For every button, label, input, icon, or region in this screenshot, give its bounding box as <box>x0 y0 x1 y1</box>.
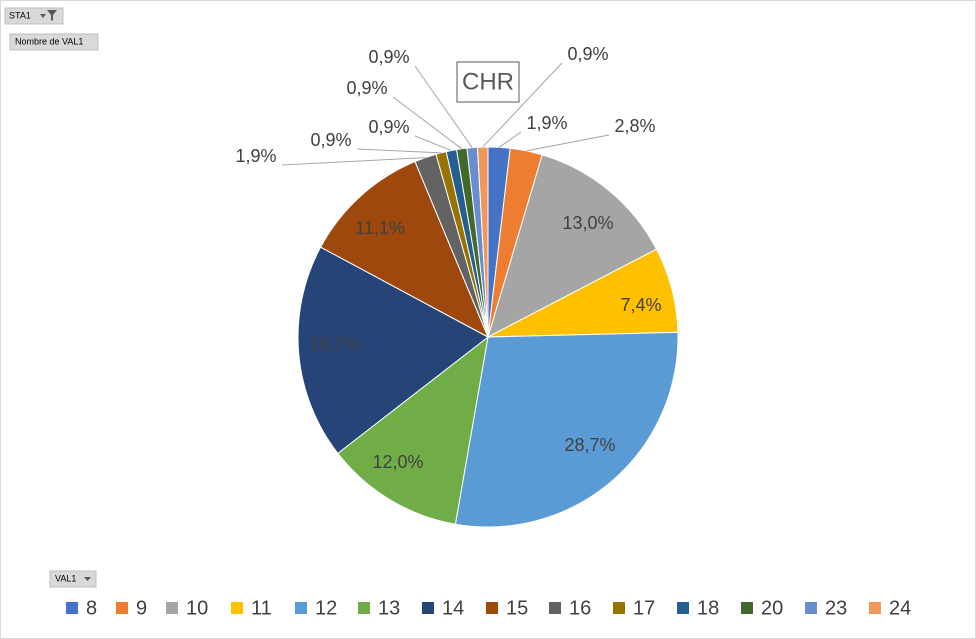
leader-line <box>281 157 426 166</box>
data-label: 2,8% <box>614 116 655 136</box>
pie-slice <box>487 154 658 338</box>
data-label: 0,9% <box>567 44 608 64</box>
legend-label: 12 <box>315 597 337 619</box>
legend-label: 23 <box>825 597 847 619</box>
data-label: 28,7% <box>564 435 615 455</box>
data-label: 1,9% <box>526 113 567 133</box>
legend-swatch <box>66 602 78 614</box>
leader-line <box>526 134 610 152</box>
leader-line <box>482 62 563 148</box>
legend-swatch <box>805 602 817 614</box>
legend-label: 14 <box>442 597 464 619</box>
leader-line <box>356 148 442 154</box>
legend-swatch <box>486 602 498 614</box>
values-button[interactable] <box>9 33 99 51</box>
leader-line <box>414 135 452 152</box>
legend-swatch <box>613 602 625 614</box>
leader-line <box>414 65 473 148</box>
data-label: 0,9% <box>368 47 409 67</box>
data-label: 13,0% <box>562 213 613 233</box>
title-box <box>456 61 520 103</box>
legend-label: 16 <box>569 597 591 619</box>
legend-label: 24 <box>889 597 911 619</box>
leader-line <box>392 96 463 150</box>
legend-swatch <box>549 602 561 614</box>
legend-swatch <box>231 602 243 614</box>
filter-button[interactable] <box>4 7 64 25</box>
legend-label: 15 <box>506 597 528 619</box>
filter-button-label: STA1 <box>9 10 31 20</box>
legend-swatch <box>295 602 307 614</box>
legend-swatch <box>869 602 881 614</box>
filter-icon <box>40 10 57 21</box>
legend-swatch <box>677 602 689 614</box>
legend-swatch <box>116 602 128 614</box>
legend-swatch <box>166 602 178 614</box>
pie-slice <box>454 331 679 528</box>
legend-label: 13 <box>378 597 400 619</box>
legend-swatch <box>422 602 434 614</box>
leader-line <box>498 131 522 148</box>
data-label: 0,9% <box>368 117 409 137</box>
data-label: 0,9% <box>346 78 387 98</box>
axis-button-label: VAL1 <box>55 573 76 583</box>
data-label: 12,0% <box>372 452 423 472</box>
data-label: 18,7% <box>309 334 360 354</box>
axis-button[interactable] <box>49 570 97 588</box>
data-label: 7,4% <box>620 295 661 315</box>
legend-label: 9 <box>136 597 147 619</box>
pie-slice <box>337 335 489 525</box>
data-label: 0,9% <box>310 130 351 150</box>
legend-label: 10 <box>186 597 208 619</box>
pie-slice <box>297 246 489 455</box>
data-label: 11,1% <box>355 218 405 238</box>
legend-label: 18 <box>697 597 719 619</box>
dropdown-icon <box>84 577 91 581</box>
legend-swatch <box>358 602 370 614</box>
pie-slice <box>319 160 490 339</box>
chart-title: CHR <box>462 68 514 95</box>
legend-label: 17 <box>633 597 655 619</box>
legend-label: 11 <box>251 597 272 619</box>
legend-label: 8 <box>86 597 97 619</box>
values-button-label: Nombre de VAL1 <box>15 36 83 46</box>
legend-label: 20 <box>761 597 783 619</box>
data-label: 1,9% <box>235 146 276 166</box>
legend-swatch <box>741 602 753 614</box>
